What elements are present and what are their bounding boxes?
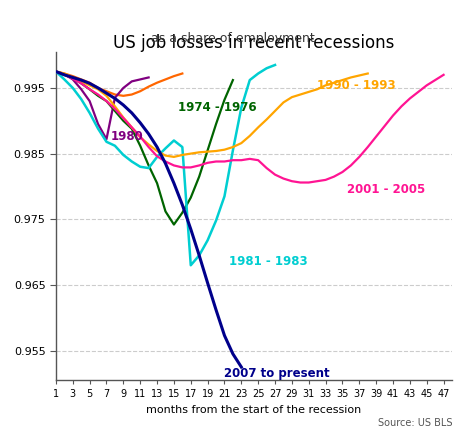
Text: 2007 to present: 2007 to present [225,367,330,380]
Text: 1974 - 1976: 1974 - 1976 [178,101,257,114]
Text: 1990 - 1993: 1990 - 1993 [317,79,396,92]
Title: US job losses in recent recessions: US job losses in recent recessions [113,34,395,52]
Text: 2001 - 2005: 2001 - 2005 [347,183,425,196]
Text: Source: US BLS: Source: US BLS [377,418,452,428]
Text: 1980: 1980 [111,130,144,143]
Text: 1981 - 1983: 1981 - 1983 [229,255,307,268]
X-axis label: months from the start of the recession: months from the start of the recession [146,405,362,415]
Text: as a share of employment: as a share of employment [151,32,315,45]
